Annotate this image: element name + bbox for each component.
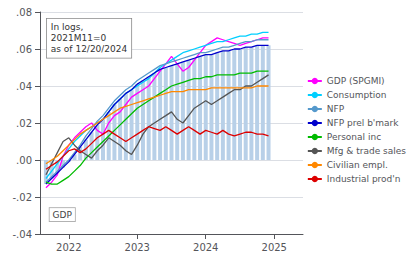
svg-text:Mfg & trade sales: Mfg & trade sales: [327, 146, 406, 156]
svg-text:Consumption: Consumption: [327, 90, 387, 100]
svg-text:as of 12/20/2024: as of 12/20/2024: [51, 44, 128, 54]
svg-text:Civilian empl.: Civilian empl.: [327, 160, 388, 170]
svg-text:2021M11=0: 2021M11=0: [51, 33, 107, 43]
svg-text:2024: 2024: [193, 242, 218, 253]
svg-text:2025: 2025: [262, 242, 287, 253]
svg-text:.02: .02: [16, 118, 32, 129]
svg-text:.08: .08: [16, 7, 32, 18]
svg-text:-.02: -.02: [12, 192, 32, 203]
svg-text:GDP (SPGMI): GDP (SPGMI): [327, 76, 385, 86]
svg-text:-.04: -.04: [12, 229, 32, 240]
svg-text:In logs,: In logs,: [51, 22, 84, 32]
svg-text:.06: .06: [16, 44, 32, 55]
svg-text:2022: 2022: [56, 242, 81, 253]
svg-text:Personal inc: Personal inc: [327, 132, 381, 142]
svg-text:.04: .04: [16, 81, 32, 92]
svg-text:GDP: GDP: [53, 210, 73, 220]
svg-text:NFP: NFP: [327, 104, 345, 114]
svg-text:NFP prel b'mark: NFP prel b'mark: [327, 118, 399, 128]
svg-text:2023: 2023: [125, 242, 150, 253]
svg-text:Industrial prod'n: Industrial prod'n: [327, 174, 401, 184]
svg-text:.00: .00: [16, 155, 32, 166]
